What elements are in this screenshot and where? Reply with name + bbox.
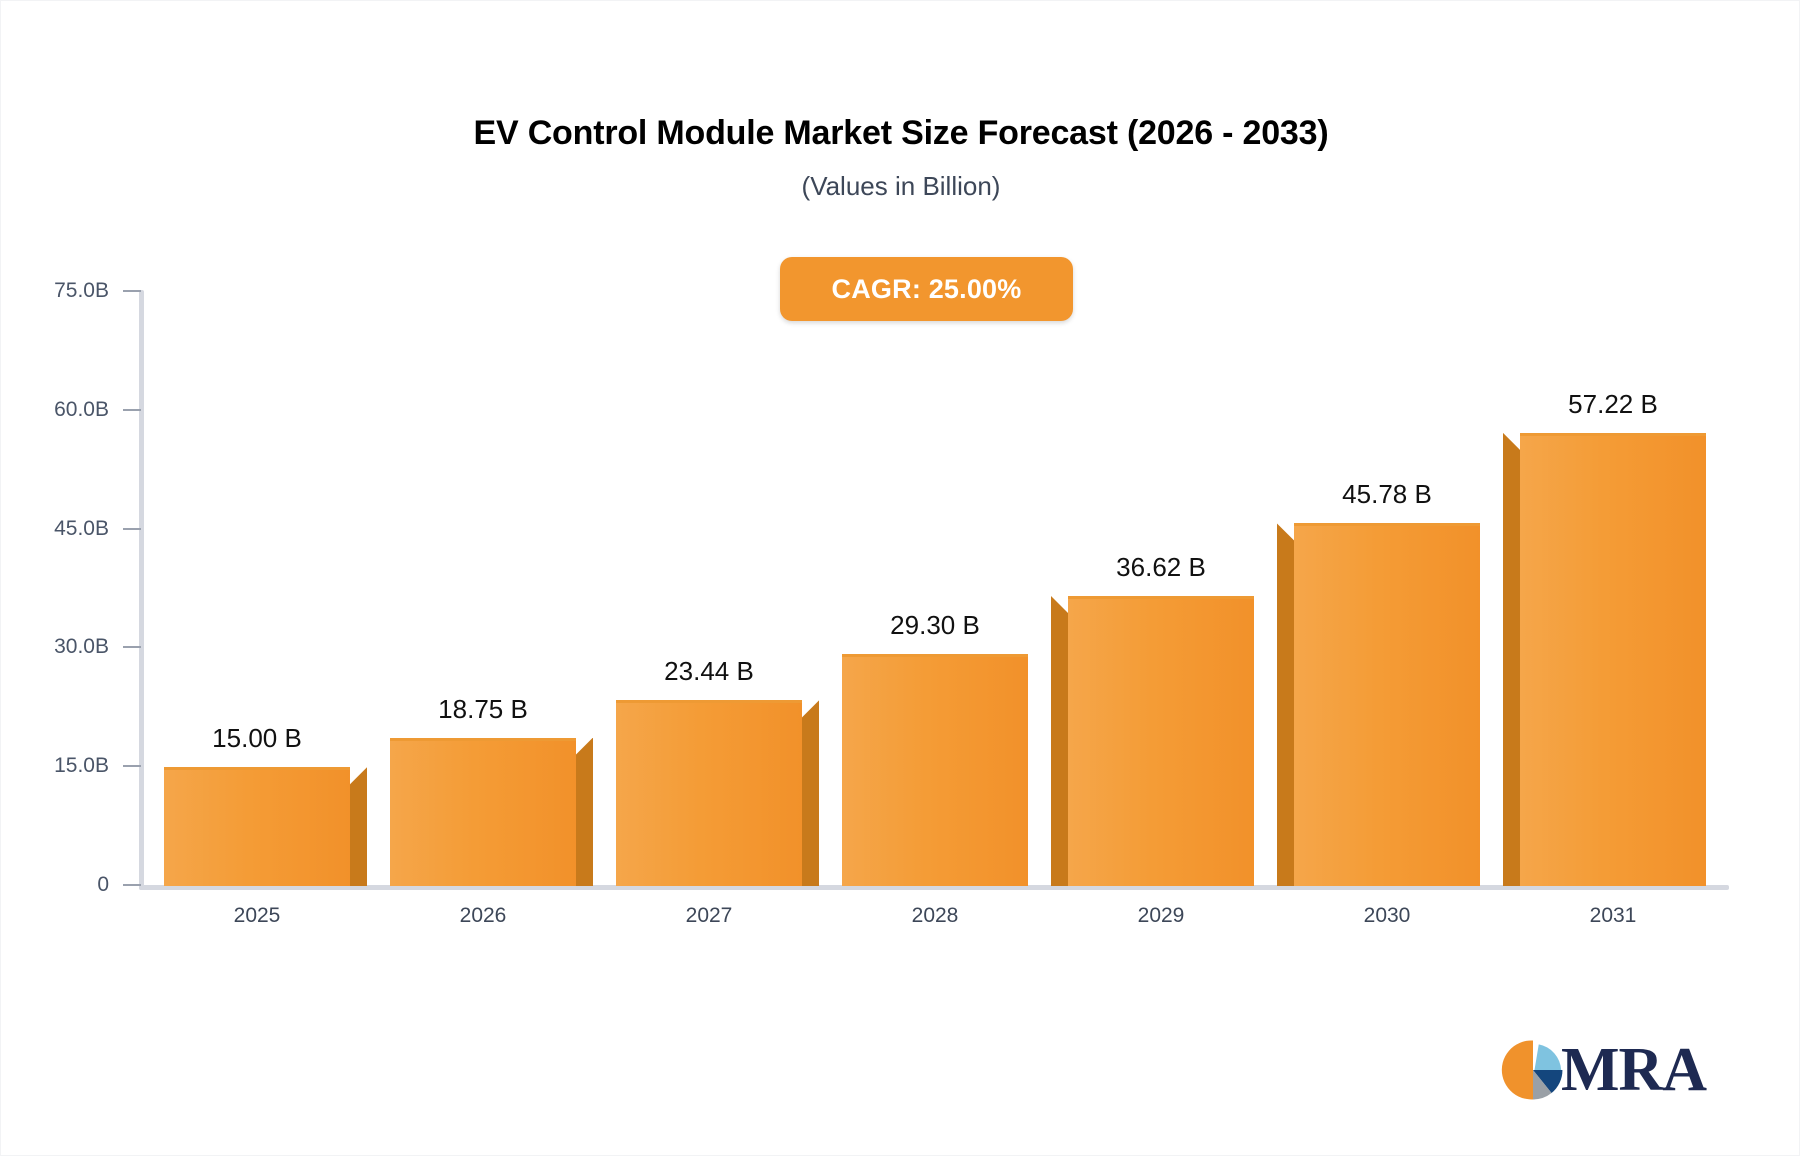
y-axis-tick-mark	[123, 646, 141, 649]
y-axis-tick: 75.0B	[17, 279, 141, 303]
x-axis-tick-label: 2025	[233, 904, 281, 927]
logo-wordmark: MRA	[1561, 1036, 1707, 1104]
cagr-badge: CAGR: 25.00%	[780, 257, 1073, 321]
y-axis-tick: 30.0B	[17, 635, 141, 659]
x-axis-line	[139, 885, 1729, 890]
y-axis-tick-label: 45.0B	[54, 516, 109, 540]
page-title: EV Control Module Market Size Forecast (…	[473, 114, 1329, 152]
bar-value-label: 23.44 B	[664, 656, 754, 687]
bar-value-label: 36.62 B	[1116, 551, 1206, 582]
bar-side-face	[576, 737, 593, 886]
bar-value-label: 15.00 B	[212, 723, 302, 754]
bar-value-label: 29.30 B	[890, 609, 980, 640]
bar	[164, 767, 350, 886]
y-axis-tick-mark	[123, 408, 141, 411]
mra-logo: MRA	[1501, 1031, 1707, 1109]
bar	[1294, 523, 1480, 886]
x-axis-tick-label: 2026	[459, 904, 507, 927]
y-axis-tick-label: 60.0B	[54, 397, 109, 421]
y-axis-tick: 45.0B	[17, 517, 141, 541]
x-axis-tick-label: 2028	[911, 904, 959, 927]
y-axis-tick: 0	[17, 873, 141, 897]
x-axis-tick-label: 2031	[1589, 904, 1637, 927]
y-axis-tick-mark	[123, 527, 141, 530]
bar-side-face	[1051, 595, 1068, 886]
y-axis-tick-mark	[123, 290, 141, 292]
y-axis-line	[139, 290, 144, 890]
bar	[390, 737, 576, 886]
bar	[1520, 432, 1706, 886]
y-axis-tick: 60.0B	[17, 398, 141, 422]
bar	[1068, 595, 1254, 886]
y-axis-tick-label: 15.0B	[54, 754, 109, 778]
y-axis-tick-mark	[123, 765, 141, 768]
bar	[842, 653, 1028, 886]
bar-side-face	[1277, 523, 1294, 886]
bar-side-face	[1503, 432, 1520, 886]
x-axis-tick-label: 2030	[1363, 904, 1411, 927]
bar-value-label: 45.78 B	[1342, 479, 1432, 510]
cagr-badge-label: CAGR: 25.00%	[831, 273, 1022, 304]
chart-subtitle: (Values in Billion)	[801, 171, 1001, 201]
bar-value-label: 57.22 B	[1568, 388, 1658, 419]
y-axis-tick: 15.0B	[17, 754, 141, 778]
bar	[616, 700, 802, 886]
bar-side-face	[350, 767, 367, 886]
bar-side-face	[802, 700, 819, 886]
y-axis-tick-label: 30.0B	[54, 635, 109, 659]
y-axis-tick-label: 0	[97, 873, 109, 896]
x-axis-tick-label: 2029	[1137, 904, 1185, 927]
y-axis-tick-label: 75.0B	[54, 279, 109, 302]
pie-chart-icon	[1501, 1040, 1563, 1100]
bar-value-label: 18.75 B	[438, 693, 528, 724]
y-axis-tick-mark	[123, 884, 141, 886]
x-axis-tick-label: 2027	[685, 904, 733, 927]
